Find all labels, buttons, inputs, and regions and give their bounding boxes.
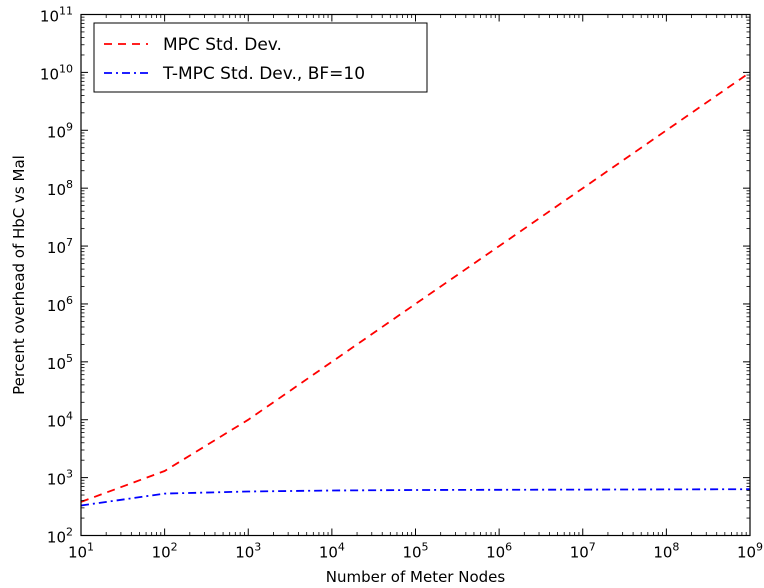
series-line-1 — [80, 488, 751, 507]
x-tick-label-4: 105 — [402, 541, 428, 562]
x-tick-label-1: 102 — [152, 541, 178, 562]
y-tick-label-7: 109 — [47, 120, 73, 141]
y-tick-label-3: 105 — [47, 352, 73, 373]
y-axis-label: Percent overhead of HbC vs Mal — [10, 155, 28, 395]
x-tick-label-8: 109 — [737, 541, 763, 562]
x-tick-label-6: 107 — [570, 541, 596, 562]
x-tick-label-3: 104 — [319, 541, 345, 562]
y-tick-label-4: 106 — [47, 294, 73, 315]
legend: MPC Std. Dev. T-MPC Std. Dev., BF=10 — [93, 22, 428, 93]
y-tick-label-2: 104 — [47, 410, 73, 431]
y-tick-label-9: 1011 — [40, 5, 73, 26]
x-axis-label: Number of Meter Nodes — [326, 568, 506, 586]
y-tick-label-5: 107 — [47, 236, 73, 257]
y-tick-label-1: 103 — [47, 468, 73, 489]
x-tick-label-2: 103 — [235, 541, 261, 562]
x-tick-label-5: 106 — [486, 541, 512, 562]
legend-box — [93, 22, 428, 93]
x-tick-label-0: 101 — [68, 541, 94, 562]
x-tick-label-7: 108 — [653, 541, 679, 562]
plot-frame — [80, 13, 751, 537]
y-tick-label-8: 1010 — [40, 62, 73, 83]
legend-label-1: T-MPC Std. Dev., BF=10 — [162, 64, 365, 84]
series-layer — [80, 71, 751, 507]
series-line-0 — [80, 71, 751, 503]
y-tick-label-6: 108 — [47, 178, 73, 199]
legend-label-0: MPC Std. Dev. — [163, 35, 282, 55]
